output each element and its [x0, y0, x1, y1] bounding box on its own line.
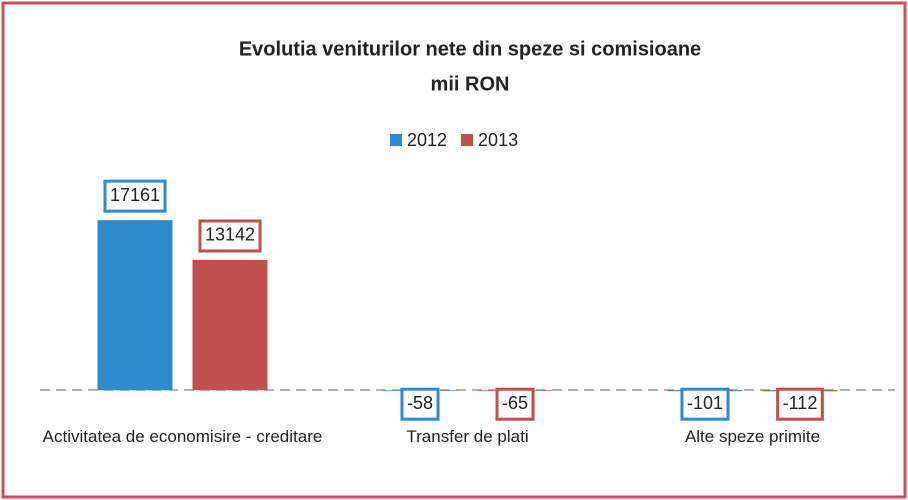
data-label: 17161	[110, 185, 160, 205]
legend-label: 2013	[478, 130, 518, 150]
x-tick-label: Alte speze primite	[684, 427, 821, 446]
data-label-box	[776, 387, 824, 421]
data-label-box	[400, 387, 440, 421]
data-label-box	[495, 387, 535, 421]
data-label-box	[103, 179, 167, 213]
x-tick-label: Transfer de plati	[406, 427, 529, 446]
bar	[192, 259, 268, 391]
legend-label: 2012	[407, 130, 447, 150]
chart-subtitle: mii RON	[431, 73, 510, 95]
x-tick-label: Activitatea de economisire - creditare	[42, 427, 323, 446]
data-label: -58	[407, 393, 433, 413]
data-label-box	[680, 387, 730, 421]
chart-title: Evolutia veniturilor nete din speze si c…	[239, 38, 701, 60]
data-label: -65	[502, 393, 528, 413]
data-label: 13142	[205, 225, 255, 245]
data-label: -112	[783, 393, 818, 413]
data-label: -101	[687, 393, 723, 413]
legend-swatch	[390, 134, 402, 146]
legend-swatch	[461, 134, 474, 146]
bar	[97, 220, 173, 391]
data-label-box	[198, 219, 262, 253]
